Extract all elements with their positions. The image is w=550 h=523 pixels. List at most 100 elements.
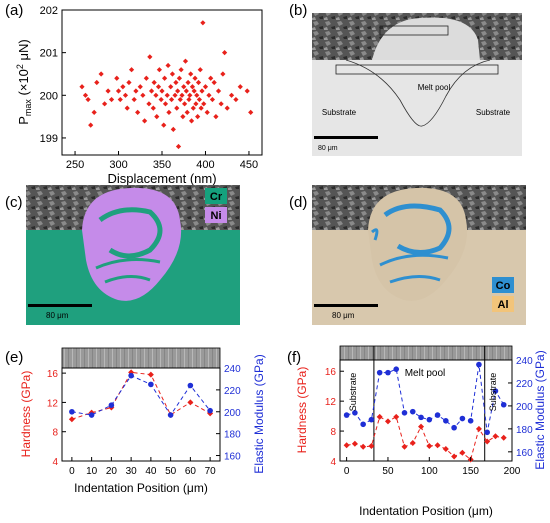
scatter-point-74 [196, 96, 202, 103]
panel-f-indent-strip [339, 345, 513, 361]
eds-c-legend-cr: Cr [210, 191, 223, 203]
scatter-point-82 [206, 92, 212, 98]
xtick-label: 100 [421, 466, 438, 477]
scatter-point-14 [122, 92, 129, 98]
scatter-point-57 [182, 101, 188, 107]
scatter-point-47 [173, 79, 179, 86]
hardness-point [475, 425, 482, 432]
scatter-point-83 [208, 75, 214, 81]
eds-c-scalebar-label: 80 μm [46, 311, 69, 320]
scatter-point-94 [237, 84, 243, 90]
panel-e-indent-strip [61, 347, 221, 369]
panel-c-label: (c) [5, 194, 23, 211]
ytick-label: 201 [40, 48, 58, 60]
scatter-point-28 [150, 105, 156, 111]
scatter-point-35 [159, 88, 165, 94]
scatter-point-84 [209, 96, 216, 103]
modulus-point [426, 416, 433, 423]
hardness-point [451, 453, 458, 460]
scatter-point-26 [147, 54, 153, 60]
sem-indent-box-top [379, 25, 449, 36]
scatter-point-92 [228, 92, 235, 98]
eds-d-scalebar [314, 304, 378, 307]
scatter-point-18 [131, 96, 137, 103]
panel-d: (d) Co Al 80 μm [289, 185, 526, 325]
scatter-point-54 [179, 92, 185, 98]
modulus-point [476, 361, 482, 368]
y2tick-label: 240 [516, 356, 533, 367]
xtick-label: 50 [382, 466, 394, 477]
modulus-point [69, 408, 75, 415]
scatter-point-23 [142, 118, 148, 124]
scatter-point-93 [233, 96, 239, 103]
modulus-line [71, 375, 211, 416]
modulus-point [352, 409, 358, 416]
modulus-point [459, 415, 466, 422]
scatter-point-17 [128, 67, 135, 73]
scatter-point-33 [156, 67, 162, 73]
panel-f-series [343, 346, 507, 463]
scatter-point-80 [202, 84, 209, 90]
xtick-label: 250 [66, 159, 84, 171]
scatter-point-25 [146, 101, 152, 107]
scatter-point-91 [224, 105, 230, 111]
scatter-point-15 [124, 105, 130, 111]
scatter-point-55 [180, 114, 186, 120]
scatter-point-61 [185, 79, 191, 86]
scatter-point-8 [105, 88, 111, 94]
sem-scalebar [314, 136, 378, 139]
hardness-point [401, 443, 408, 450]
eds-c-legend-ni: Ni [211, 210, 222, 222]
scatter-point-4 [91, 109, 97, 115]
xtick-label: 20 [106, 466, 118, 477]
scatter-point-30 [153, 92, 159, 98]
scatter-point-29 [151, 79, 157, 86]
ytick-label: 12 [325, 397, 337, 408]
modulus-point [393, 366, 400, 372]
scatter-point-81 [204, 109, 210, 115]
hardness-line [71, 371, 211, 420]
scatter-point-41 [166, 109, 172, 115]
modulus-point [376, 369, 383, 376]
panel-c: (c) Cr Ni 80 μm [5, 185, 240, 325]
scatter-point-62 [186, 96, 192, 103]
modulus-point [451, 424, 457, 431]
scatter-point-85 [211, 79, 217, 86]
scatter-point-21 [137, 84, 143, 90]
panel-b-label: (b) [289, 2, 307, 19]
modulus-point [418, 414, 424, 421]
scatter-point-40 [165, 62, 171, 69]
eds-c-scalebar [28, 304, 92, 307]
hardness-point [500, 434, 507, 441]
scatter-point-13 [120, 84, 126, 90]
xtick-label: 50 [165, 466, 177, 477]
panel-e: (e) 0 10 20 30 40 50 60 70 4 8 12 16 160 180 200 220 240… [5, 347, 266, 495]
ytick-label: 4 [52, 457, 58, 468]
modulus-point [108, 402, 115, 409]
panel-a: (a) 250 300 350 400 450 199 200 201 202 Displace… [5, 2, 263, 186]
scatter-point-86 [213, 114, 219, 120]
modulus-point [167, 412, 174, 418]
xtick-label: 0 [69, 466, 75, 477]
hardness-point [492, 433, 499, 440]
hardness-point [187, 399, 194, 406]
scatter-point-42 [168, 84, 174, 90]
scatter-point-6 [98, 71, 104, 77]
scatter-point-70 [193, 101, 199, 107]
scatter-point-51 [176, 75, 182, 81]
sem-indent-box-mid [335, 64, 499, 75]
scatter-point-27 [148, 88, 155, 94]
scatter-point-0 [79, 84, 85, 90]
scatter-point-38 [162, 101, 169, 107]
scatter-point-71 [194, 92, 200, 98]
panel-e-xlabel: Indentation Position (μm) [74, 481, 208, 495]
y2tick-label: 240 [224, 364, 241, 375]
modulus-point [484, 429, 490, 436]
scatter-point-52 [177, 96, 183, 103]
scatter-point-50 [175, 143, 182, 150]
modulus-point [443, 418, 449, 424]
modulus-point [343, 412, 350, 418]
y2tick-label: 180 [516, 425, 533, 436]
scatter-point-39 [164, 92, 170, 98]
eds-d-scalebar-label: 80 μm [332, 311, 355, 320]
